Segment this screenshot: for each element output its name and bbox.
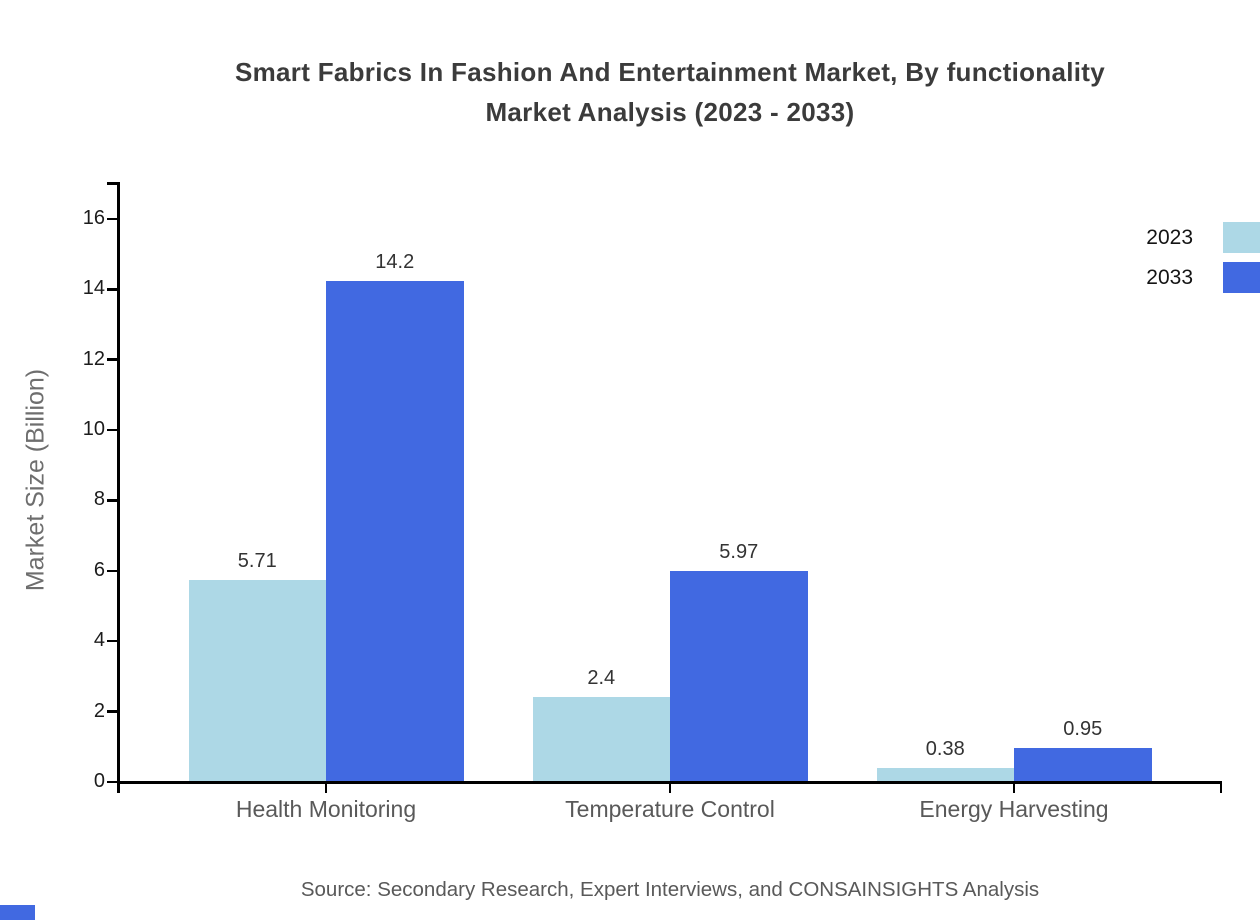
chart-title-line-1: Smart Fabrics In Fashion And Entertainme… [234,57,1106,87]
x-category-label: Energy Harvesting [919,796,1109,822]
y-tick-label: 8 [93,488,105,511]
bar-value-label: 2.4 [587,666,616,689]
bar-2023-1 [532,696,670,781]
y-tick [107,639,117,643]
x-axis-left-end-tick [117,781,120,793]
y-tick [107,710,117,713]
bar-value-label: 0.38 [925,737,965,760]
legend-item-2033: 2033 [1146,262,1260,293]
bar-2033-2 [1014,747,1152,781]
y-tick-label: 4 [93,629,105,652]
y-tick-label: 0 [93,770,105,792]
x-category-tick [668,781,672,793]
y-axis-end-tick [107,182,117,185]
y-tick-label: 10 [82,418,105,441]
y-axis-line [117,182,120,784]
x-category-label: Temperature Control [565,796,775,822]
y-tick-label: 6 [93,558,105,581]
y-tick [107,217,117,221]
legend-label: 2033 [1146,265,1193,289]
y-tick [107,499,117,502]
bar-value-label: 14.2 [375,251,415,274]
x-category-tick [324,781,328,793]
bar-2033-0 [326,281,464,781]
bar-2023-0 [188,580,326,781]
x-axis-right-end-tick [1219,781,1222,793]
y-tick-label: 2 [93,699,105,722]
legend-label: 2023 [1146,225,1193,249]
bar-2033-1 [670,570,808,781]
y-tick-label: 16 [82,206,105,229]
y-tick [107,780,117,784]
bar-value-label: 5.71 [237,550,277,573]
y-tick-label: 14 [82,277,105,300]
bar-value-label: 0.95 [1063,717,1103,740]
legend-swatch [1223,222,1260,253]
legend-item-2023: 2023 [1146,222,1260,253]
x-category-label: Health Monitoring [235,796,417,822]
brand-mark [0,905,35,920]
y-tick [107,428,117,432]
legend-swatch [1223,262,1260,293]
bar-value-label: 5.97 [719,540,759,563]
y-tick [107,569,117,573]
chart-title-line-2: Market Analysis (2023 - 2033) [485,97,855,127]
y-tick-label: 12 [82,347,105,370]
source-attribution: Source: Secondary Research, Expert Inter… [300,878,1040,901]
legend: 2023 2033 [1146,222,1260,302]
chart-title: Smart Fabrics In Fashion And Entertainme… [80,52,1260,132]
bar-2023-2 [876,767,1014,781]
y-tick [107,358,117,361]
y-tick [107,288,117,291]
x-category-tick [1012,781,1016,793]
